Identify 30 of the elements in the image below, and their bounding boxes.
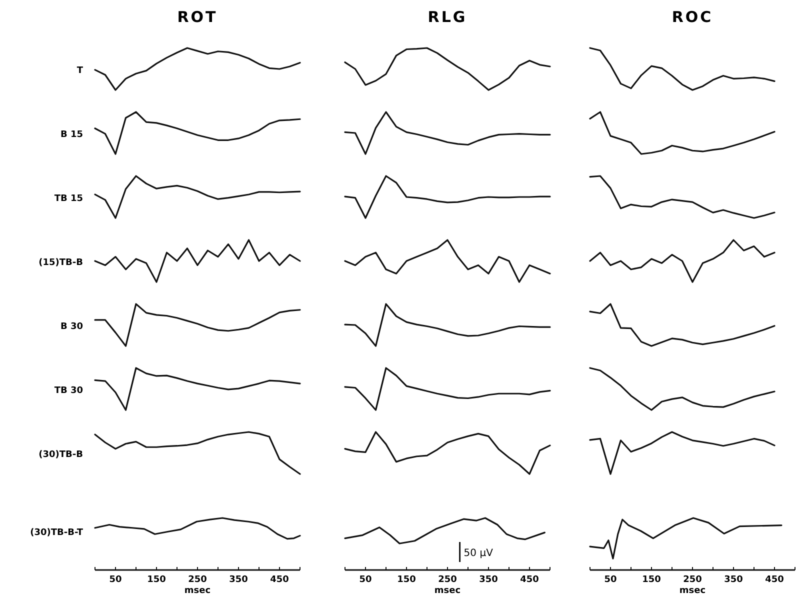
x-axis-title: msec <box>434 586 461 596</box>
y-axis-title: B 30 <box>60 322 83 332</box>
x-tick-label: 50 <box>109 575 122 585</box>
x-tick-label: 450 <box>765 575 784 585</box>
x-tick-label: 250 <box>438 575 457 585</box>
y-axis-title: TB 30 <box>54 386 83 396</box>
y-axis-title: (30)TB-B <box>38 450 84 460</box>
chart-title: ROT <box>177 8 218 26</box>
x-tick-label: 150 <box>397 575 416 585</box>
x-tick-label: 350 <box>229 575 248 585</box>
chart-title: RLG <box>428 8 468 26</box>
y-axis-title: (15)TB-B <box>38 258 84 268</box>
x-axis-title: msec <box>679 586 706 596</box>
x-tick-label: 250 <box>683 575 702 585</box>
y-axis-title: B 15 <box>60 130 83 140</box>
x-tick-label: 450 <box>270 575 289 585</box>
x-tick-label: 50 <box>359 575 372 585</box>
y-axis-title: (30)TB-B-T <box>30 528 84 538</box>
x-tick-label: 50 <box>604 575 617 585</box>
annotation: 50 µV <box>464 548 494 559</box>
x-tick-label: 150 <box>642 575 661 585</box>
x-tick-label: 350 <box>479 575 498 585</box>
x-tick-label: 250 <box>188 575 207 585</box>
x-axis-title: msec <box>184 586 211 596</box>
x-tick-label: 450 <box>520 575 539 585</box>
x-tick-label: 350 <box>724 575 743 585</box>
chart-title: ROC <box>672 8 714 26</box>
y-axis-title: T <box>76 66 84 76</box>
y-axis-title: TB 15 <box>54 194 83 204</box>
x-tick-label: 150 <box>147 575 166 585</box>
